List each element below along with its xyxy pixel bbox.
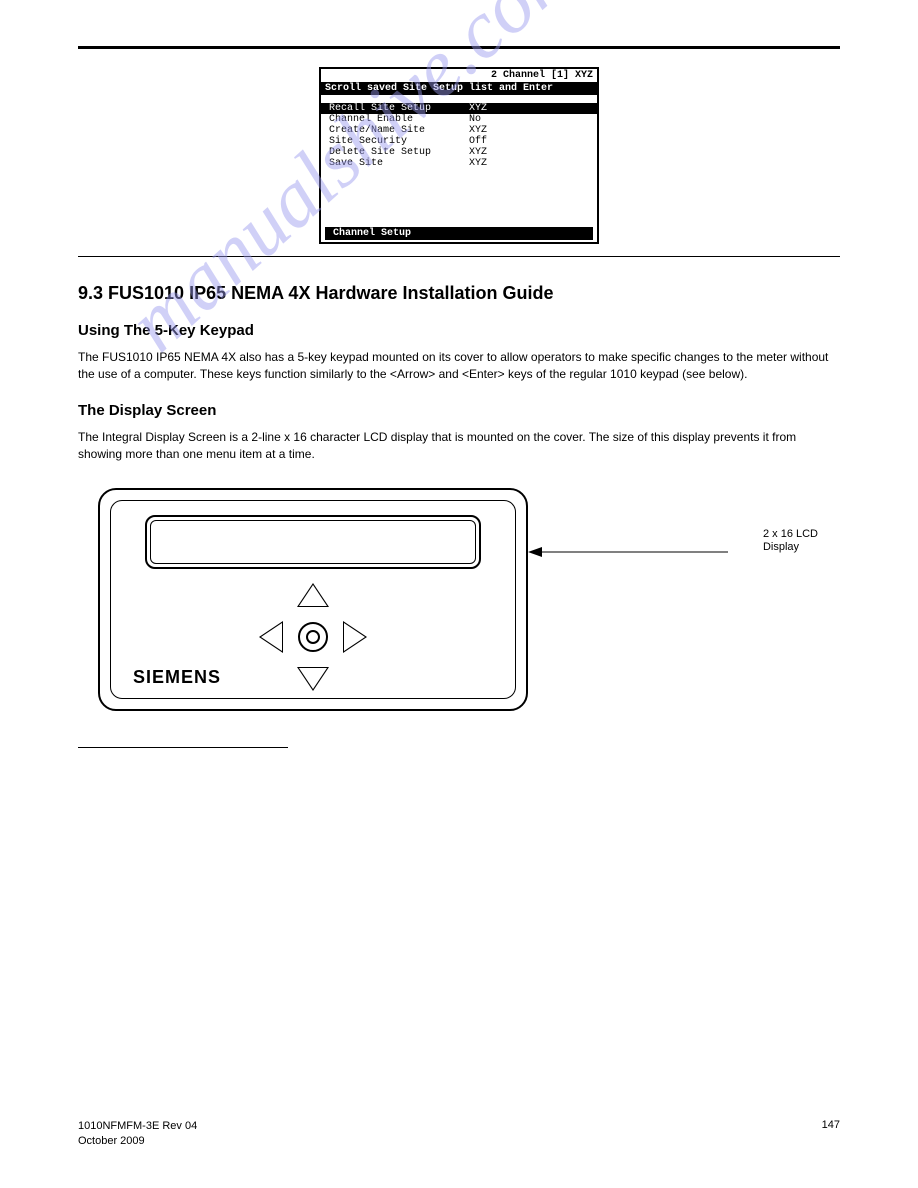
lcd-subtitle: Scroll saved Site Setup list and Enter (321, 82, 597, 95)
enter-button-icon (298, 622, 328, 652)
lcd-row-value: Off (469, 136, 487, 147)
subsection-keypad: Using The 5-Key Keypad (78, 322, 840, 339)
lcd-row-value: No (469, 114, 481, 125)
device-outer-frame: SIEMENS (98, 488, 528, 711)
lcd-row: Save Site XYZ (321, 158, 597, 169)
lcd-row: Site Security Off (321, 136, 597, 147)
device-display-frame (145, 515, 481, 569)
page-footer: 1010NFMFM-3E Rev 04 October 2009 147 (78, 1119, 840, 1148)
lcd-row-value: XYZ (469, 125, 487, 136)
lcd-menu-screenshot: 2 Channel [1] XYZ Scroll saved Site Setu… (319, 67, 599, 244)
device-display (150, 520, 476, 564)
lcd-row-label: Site Security (329, 136, 469, 147)
lcd-body-gap (321, 169, 597, 227)
device-diagram: SIEMENS 2 x 16 LCD Display (98, 488, 528, 711)
thin-rule (78, 256, 840, 257)
footer-rev: 1010NFMFM-3E Rev 04 (78, 1120, 197, 1132)
callout-arrow-icon (528, 542, 728, 582)
paragraph-display: The Integral Display Screen is a 2-line … (78, 429, 840, 464)
callout-label-line1: 2 x 16 LCD (763, 528, 818, 540)
subsection-display: The Display Screen (78, 402, 840, 419)
footer-left: 1010NFMFM-3E Rev 04 October 2009 (78, 1119, 197, 1148)
device-keypad (253, 583, 373, 691)
lcd-row-value: XYZ (469, 158, 487, 169)
lcd-row-label: Save Site (329, 158, 469, 169)
lcd-row-value: XYZ (469, 103, 487, 114)
callout-label: 2 x 16 LCD Display (763, 528, 818, 554)
lcd-row-label: Channel Enable (329, 114, 469, 125)
lcd-row: Create/Name Site XYZ (321, 125, 597, 136)
footer-date: October 2009 (78, 1135, 145, 1147)
device-inner-frame: SIEMENS (110, 500, 516, 699)
section-heading: 9.3 FUS1010 IP65 NEMA 4X Hardware Instal… (78, 283, 840, 304)
lcd-row-label: Delete Site Setup (329, 147, 469, 158)
lcd-gap (321, 95, 597, 103)
lcd-row-label: Recall Site Setup (329, 103, 469, 114)
document-page: 2 Channel [1] XYZ Scroll saved Site Setu… (0, 0, 918, 788)
paragraph-keypad: The FUS1010 IP65 NEMA 4X also has a 5-ke… (78, 349, 840, 384)
lcd-row-label: Create/Name Site (329, 125, 469, 136)
callout-label-line2: Display (763, 541, 799, 553)
lcd-row: Channel Enable No (321, 114, 597, 125)
lcd-footer: Channel Setup (325, 227, 593, 240)
header-rule (78, 46, 840, 49)
lcd-row-value: XYZ (469, 147, 487, 158)
footer-page-number: 147 (822, 1119, 840, 1148)
lcd-row: Delete Site Setup XYZ (321, 147, 597, 158)
footnote-rule (78, 747, 288, 748)
lcd-title: 2 Channel [1] XYZ (321, 69, 597, 82)
lcd-row: Recall Site Setup XYZ (321, 103, 597, 114)
